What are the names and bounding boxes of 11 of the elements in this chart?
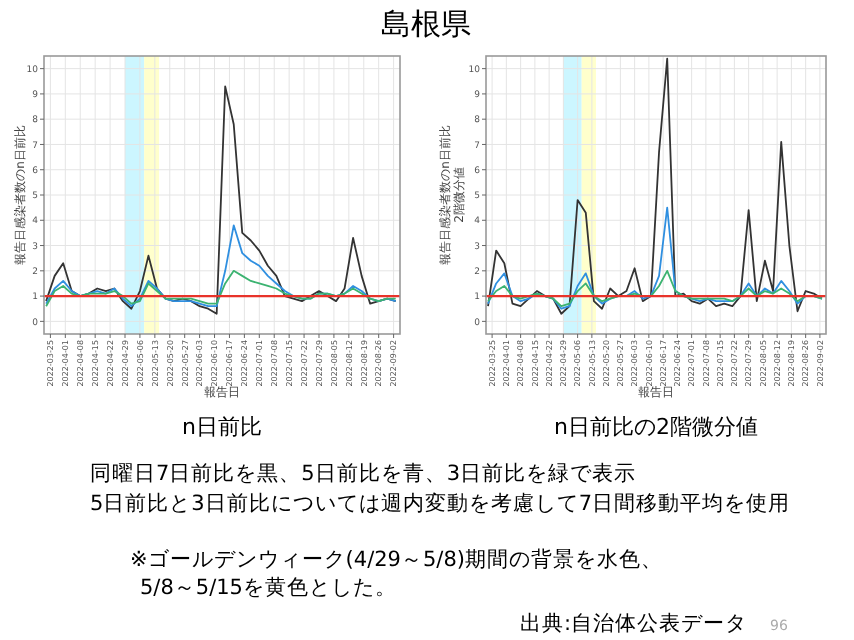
text: n日前比	[182, 414, 262, 440]
text: ※ゴールデンウィーク(4/29～5/8)期間の背景を水色、	[130, 546, 663, 572]
line-series	[487, 57, 823, 315]
line-series	[45, 269, 397, 308]
text: 島根県	[381, 6, 471, 42]
text: 同曜日7日前比を黒、5日前比を青、3日前比を緑で表示	[90, 460, 637, 486]
source-note: 出典:自治体公表データ	[520, 610, 748, 636]
text: n日前比の2階微分値	[554, 414, 758, 440]
line-series	[487, 269, 823, 308]
text: 5/8～5/15を黄色とした。	[140, 574, 397, 600]
text: 5日前比と3日前比については週内変動を考慮して7日間移動平均を使用	[90, 490, 791, 516]
